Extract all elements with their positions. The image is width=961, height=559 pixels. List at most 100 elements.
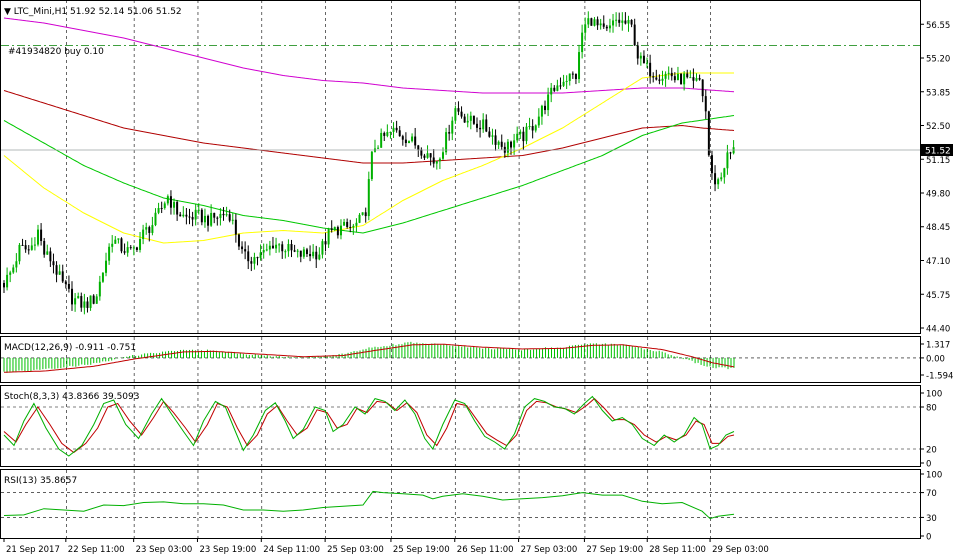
candle-body: [531, 126, 534, 131]
candle-body: [407, 141, 410, 144]
candle-body: [445, 132, 448, 153]
candle-body: [670, 72, 673, 77]
candle-body: [346, 221, 349, 227]
candle-body: [652, 76, 655, 78]
candle-body: [615, 19, 618, 21]
candle-body: [683, 73, 686, 85]
candle-body: [710, 155, 713, 174]
candle-body: [43, 240, 46, 255]
candle-body: [680, 73, 683, 85]
ma-red-line: [3, 90, 735, 164]
time-tick-label: 28 Sep 11:00: [649, 545, 706, 555]
candle-body: [101, 272, 104, 282]
candle-body: [624, 20, 627, 24]
candle-body: [571, 73, 574, 75]
candle-body: [132, 247, 135, 249]
candle-body: [528, 126, 531, 128]
time-tick-label: 27 Sep 19:00: [586, 545, 643, 555]
candle-body: [18, 244, 21, 262]
x-axis-ticks: 21 Sep 2017 22 Sep 11:00 23 Sep 03:00 23 Se…: [3, 538, 769, 555]
candle-body: [466, 120, 469, 123]
candle-body: [315, 251, 318, 260]
candle-body: [454, 108, 457, 121]
candle-body: [194, 209, 197, 220]
candle-body: [621, 20, 624, 23]
main-panel-frame: [0, 0, 921, 334]
candle-body: [429, 153, 432, 158]
ma-magenta-line: [3, 17, 735, 94]
candle-body: [339, 225, 342, 236]
candle-body: [451, 120, 454, 134]
candle-body: [525, 126, 528, 142]
candle-body: [602, 23, 605, 27]
candle-body: [420, 149, 423, 156]
stoch-tick-label: 20: [926, 446, 937, 456]
candle-body: [200, 209, 203, 223]
candle-body: [717, 179, 720, 185]
candle-body: [309, 254, 312, 257]
candle-body: [438, 158, 441, 162]
candle-body: [259, 252, 262, 258]
candle-body: [271, 245, 274, 249]
candle-body: [556, 85, 559, 91]
rsi-tick-label: 0: [926, 533, 931, 543]
rsi-line: [3, 490, 735, 520]
candle-body: [225, 214, 228, 216]
candles: [3, 11, 735, 315]
candle-body: [494, 135, 497, 145]
candle-body: [163, 203, 166, 209]
candle-body: [488, 131, 491, 137]
candle-body: [367, 179, 370, 217]
candle-body: [139, 239, 142, 250]
candle-body: [457, 108, 460, 112]
candle-body: [596, 19, 599, 26]
candle-body: [364, 212, 367, 217]
price-tick-label: 52.50: [926, 122, 950, 132]
time-tick-label: 24 Sep 11:00: [263, 545, 320, 555]
order-label[interactable]: #41934820 buy 0.10: [8, 47, 104, 57]
candle-body: [584, 24, 587, 33]
candle-body: [426, 153, 429, 158]
candle-body: [179, 214, 182, 217]
candle-body: [52, 261, 55, 266]
time-tick-label: 22 Sep 11:00: [68, 545, 125, 555]
candle-body: [565, 80, 568, 82]
candle-body: [287, 244, 290, 252]
price-tick-label: 45.75: [926, 291, 950, 301]
candle-body: [222, 213, 225, 216]
candle-body: [550, 87, 553, 95]
candle-body: [358, 214, 361, 223]
candle-body: [581, 32, 584, 53]
candle-body: [723, 168, 726, 178]
candle-body: [120, 238, 123, 252]
candle-body: [568, 73, 571, 81]
candle-body: [392, 127, 395, 132]
candle-body: [111, 243, 114, 247]
candle-body: [485, 119, 488, 132]
candle-body: [290, 244, 293, 251]
candle-body: [355, 222, 358, 226]
candle-body: [15, 261, 18, 268]
candle-body: [135, 247, 138, 250]
candle-body: [299, 250, 302, 257]
price-tick-label: 44.40: [926, 325, 950, 335]
candle-body: [129, 247, 132, 249]
candle-body: [30, 245, 33, 250]
candle-body: [639, 55, 642, 59]
candle-body: [649, 62, 652, 77]
candle-body: [108, 246, 111, 261]
candle-body: [262, 250, 265, 253]
candle-body: [302, 249, 305, 257]
macd-tick-label: -1.594: [926, 372, 953, 382]
candle-body: [562, 81, 565, 86]
candle-body: [636, 45, 639, 59]
candle-body: [95, 296, 98, 304]
candle-body: [176, 202, 179, 215]
candle-body: [661, 78, 664, 81]
time-tick-label: 29 Sep 03:00: [712, 545, 769, 555]
candle-body: [689, 77, 692, 79]
candle-body: [534, 125, 537, 131]
candle-body: [472, 115, 475, 124]
dropdown-triangle-icon[interactable]: ▼: [4, 7, 14, 17]
